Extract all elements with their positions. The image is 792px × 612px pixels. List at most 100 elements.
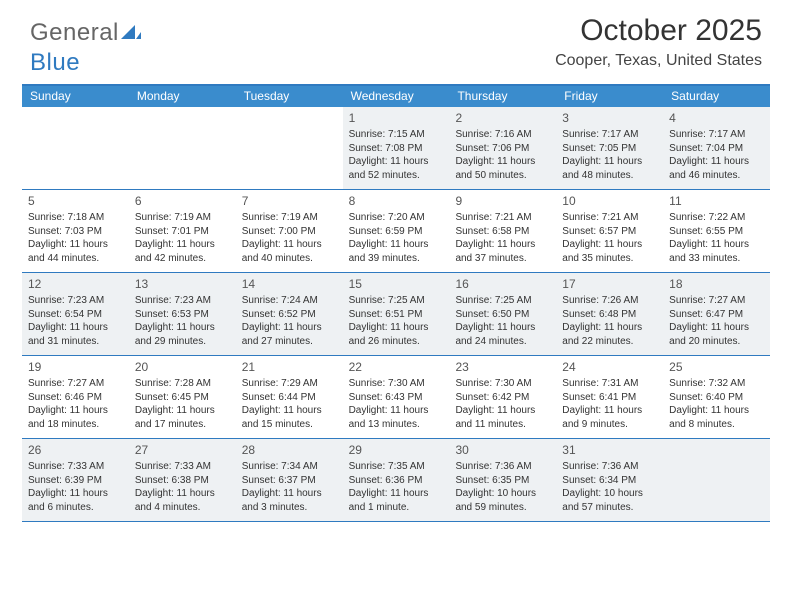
day-cell: 27Sunrise: 7:33 AMSunset: 6:38 PMDayligh… bbox=[129, 439, 236, 521]
day-cell: 19 Sunrise: 7:27 AMSunset: 6:46 PMDayligh… bbox=[22, 356, 129, 438]
daylight-text: Daylight: 11 hours and 27 minutes. bbox=[242, 321, 337, 348]
daylight-text: Daylight: 10 hours and 59 minutes. bbox=[455, 487, 550, 514]
daylight-text: Daylight: 11 hours and 15 minutes. bbox=[242, 404, 337, 431]
daylight-text: Daylight: 11 hours and 11 minutes. bbox=[455, 404, 550, 431]
daylight-text: Daylight: 11 hours and 3 minutes. bbox=[242, 487, 337, 514]
sunset-text: Sunset: 6:46 PM bbox=[28, 391, 123, 405]
sunset-text: Sunset: 6:53 PM bbox=[135, 308, 230, 322]
daylight-text: Daylight: 11 hours and 20 minutes. bbox=[669, 321, 764, 348]
day-cell: 14Sunrise: 7:24 AMSunset: 6:52 PMDayligh… bbox=[236, 273, 343, 355]
daylight-text: Daylight: 11 hours and 6 minutes. bbox=[28, 487, 123, 514]
logo: General Blue bbox=[30, 18, 141, 77]
daylight-text: Daylight: 11 hours and 33 minutes. bbox=[669, 238, 764, 265]
sunrise-text: Sunrise: 7:15 AM bbox=[349, 128, 444, 142]
sunrise-text: Sunrise: 7:25 AM bbox=[349, 294, 444, 308]
sunrise-text: Sunrise: 7:27 AM bbox=[669, 294, 764, 308]
daylight-text: Daylight: 10 hours and 57 minutes. bbox=[562, 487, 657, 514]
sunset-text: Sunset: 6:59 PM bbox=[349, 225, 444, 239]
sunrise-text: Sunrise: 7:32 AM bbox=[669, 377, 764, 391]
day-cell: 22Sunrise: 7:30 AMSunset: 6:43 PMDayligh… bbox=[343, 356, 450, 438]
day-number: 17 bbox=[562, 276, 657, 292]
sunset-text: Sunset: 6:55 PM bbox=[669, 225, 764, 239]
sunset-text: Sunset: 6:50 PM bbox=[455, 308, 550, 322]
week-row: 12Sunrise: 7:23 AMSunset: 6:54 PMDayligh… bbox=[22, 273, 770, 356]
sunset-text: Sunset: 6:37 PM bbox=[242, 474, 337, 488]
day-cell: 31 Sunrise: 7:36 AMSunset: 6:34 PMDayligh… bbox=[556, 439, 663, 521]
day-cell bbox=[236, 107, 343, 189]
sunset-text: Sunset: 6:41 PM bbox=[562, 391, 657, 405]
day-cell: 18 Sunrise: 7:27 AMSunset: 6:47 PMDayligh… bbox=[663, 273, 770, 355]
day-number: 11 bbox=[669, 193, 764, 209]
day-number: 31 bbox=[562, 442, 657, 458]
day-number: 9 bbox=[455, 193, 550, 209]
daylight-text: Daylight: 11 hours and 48 minutes. bbox=[562, 155, 657, 182]
day-cell: 11 Sunrise: 7:22 AMSunset: 6:55 PMDayligh… bbox=[663, 190, 770, 272]
sunset-text: Sunset: 6:34 PM bbox=[562, 474, 657, 488]
daylight-text: Daylight: 11 hours and 1 minute. bbox=[349, 487, 444, 514]
sunset-text: Sunset: 6:44 PM bbox=[242, 391, 337, 405]
day-cell: 12Sunrise: 7:23 AMSunset: 6:54 PMDayligh… bbox=[22, 273, 129, 355]
sunrise-text: Sunrise: 7:31 AM bbox=[562, 377, 657, 391]
day-number: 30 bbox=[455, 442, 550, 458]
day-cell bbox=[129, 107, 236, 189]
day-cell: 9Sunrise: 7:21 AMSunset: 6:58 PMDaylight… bbox=[449, 190, 556, 272]
daylight-text: Daylight: 11 hours and 50 minutes. bbox=[455, 155, 550, 182]
day-number: 6 bbox=[135, 193, 230, 209]
sunrise-text: Sunrise: 7:22 AM bbox=[669, 211, 764, 225]
weekday-header: Thursday bbox=[449, 86, 556, 107]
day-number: 21 bbox=[242, 359, 337, 375]
sunrise-text: Sunrise: 7:20 AM bbox=[349, 211, 444, 225]
weekday-header: Tuesday bbox=[236, 86, 343, 107]
sunrise-text: Sunrise: 7:26 AM bbox=[562, 294, 657, 308]
daylight-text: Daylight: 11 hours and 44 minutes. bbox=[28, 238, 123, 265]
day-number: 10 bbox=[562, 193, 657, 209]
daylight-text: Daylight: 11 hours and 17 minutes. bbox=[135, 404, 230, 431]
sunrise-text: Sunrise: 7:36 AM bbox=[455, 460, 550, 474]
sunset-text: Sunset: 6:40 PM bbox=[669, 391, 764, 405]
sunrise-text: Sunrise: 7:16 AM bbox=[455, 128, 550, 142]
sunrise-text: Sunrise: 7:17 AM bbox=[669, 128, 764, 142]
daylight-text: Daylight: 11 hours and 18 minutes. bbox=[28, 404, 123, 431]
day-cell: 2Sunrise: 7:16 AMSunset: 7:06 PMDaylight… bbox=[449, 107, 556, 189]
daylight-text: Daylight: 11 hours and 35 minutes. bbox=[562, 238, 657, 265]
daylight-text: Daylight: 11 hours and 24 minutes. bbox=[455, 321, 550, 348]
daylight-text: Daylight: 11 hours and 39 minutes. bbox=[349, 238, 444, 265]
day-cell: 20Sunrise: 7:28 AMSunset: 6:45 PMDayligh… bbox=[129, 356, 236, 438]
sunrise-text: Sunrise: 7:29 AM bbox=[242, 377, 337, 391]
day-cell: 3Sunrise: 7:17 AMSunset: 7:05 PMDaylight… bbox=[556, 107, 663, 189]
day-cell: 5Sunrise: 7:18 AMSunset: 7:03 PMDaylight… bbox=[22, 190, 129, 272]
day-number: 2 bbox=[455, 110, 550, 126]
weekday-header-row: SundayMondayTuesdayWednesdayThursdayFrid… bbox=[22, 86, 770, 107]
daylight-text: Daylight: 11 hours and 26 minutes. bbox=[349, 321, 444, 348]
sunrise-text: Sunrise: 7:36 AM bbox=[562, 460, 657, 474]
month-title: October 2025 bbox=[555, 14, 762, 48]
sunset-text: Sunset: 7:05 PM bbox=[562, 142, 657, 156]
week-row: 5Sunrise: 7:18 AMSunset: 7:03 PMDaylight… bbox=[22, 190, 770, 273]
day-cell: 28Sunrise: 7:34 AMSunset: 6:37 PMDayligh… bbox=[236, 439, 343, 521]
day-number: 19 bbox=[28, 359, 123, 375]
sunset-text: Sunset: 6:48 PM bbox=[562, 308, 657, 322]
sunrise-text: Sunrise: 7:18 AM bbox=[28, 211, 123, 225]
day-number: 25 bbox=[669, 359, 764, 375]
daylight-text: Daylight: 11 hours and 37 minutes. bbox=[455, 238, 550, 265]
daylight-text: Daylight: 11 hours and 40 minutes. bbox=[242, 238, 337, 265]
sunset-text: Sunset: 6:35 PM bbox=[455, 474, 550, 488]
day-cell: 16Sunrise: 7:25 AMSunset: 6:50 PMDayligh… bbox=[449, 273, 556, 355]
day-cell bbox=[663, 439, 770, 521]
sunrise-text: Sunrise: 7:27 AM bbox=[28, 377, 123, 391]
sunset-text: Sunset: 6:47 PM bbox=[669, 308, 764, 322]
day-number: 18 bbox=[669, 276, 764, 292]
sunrise-text: Sunrise: 7:30 AM bbox=[349, 377, 444, 391]
logo-sail-icon bbox=[121, 18, 141, 46]
day-cell: 24Sunrise: 7:31 AMSunset: 6:41 PMDayligh… bbox=[556, 356, 663, 438]
day-number: 1 bbox=[349, 110, 444, 126]
day-number: 13 bbox=[135, 276, 230, 292]
day-cell: 25Sunrise: 7:32 AMSunset: 6:40 PMDayligh… bbox=[663, 356, 770, 438]
day-number: 20 bbox=[135, 359, 230, 375]
sunrise-text: Sunrise: 7:33 AM bbox=[28, 460, 123, 474]
sunset-text: Sunset: 7:03 PM bbox=[28, 225, 123, 239]
sunrise-text: Sunrise: 7:19 AM bbox=[242, 211, 337, 225]
day-number: 28 bbox=[242, 442, 337, 458]
day-number: 8 bbox=[349, 193, 444, 209]
daylight-text: Daylight: 11 hours and 42 minutes. bbox=[135, 238, 230, 265]
